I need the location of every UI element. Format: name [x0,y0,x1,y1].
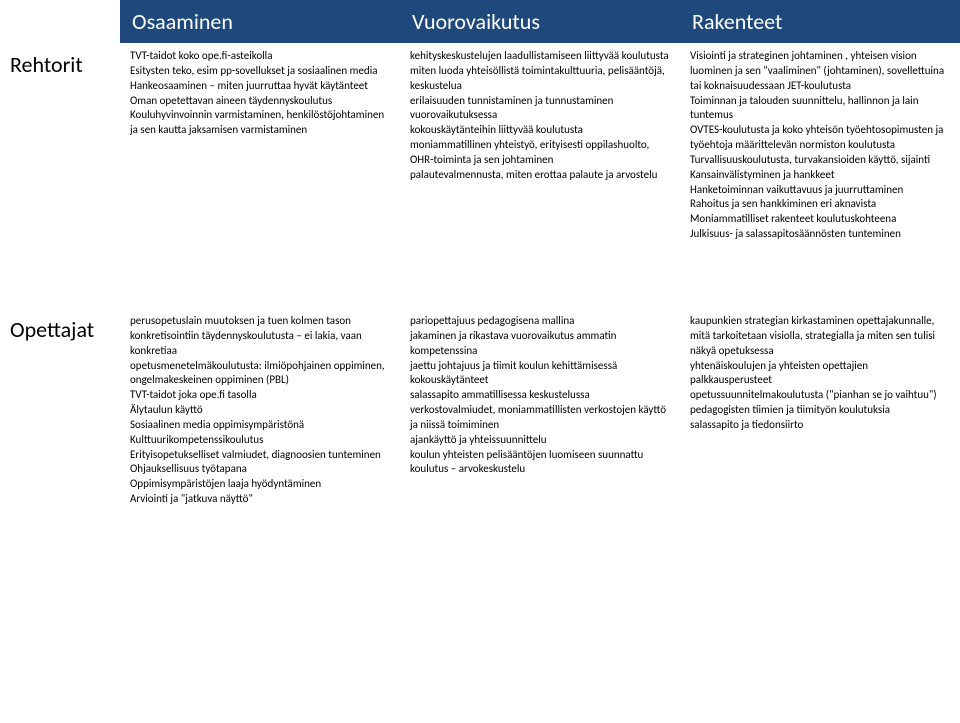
cell-opettajat-osaaminen: perusopetuslain muutoksen ja tuen kolmen… [120,308,400,513]
celltext: Visiointi ja strateginen johtaminen , yh… [690,49,950,242]
row-rehtorit: Rehtorit TVT-taidot koko ope.fi-asteikol… [0,43,960,248]
rowlabel-opettajat: Opettajat [0,308,120,513]
cell-rehtorit-rakenteet: Visiointi ja strateginen johtaminen , yh… [680,43,960,248]
cell-rehtorit-vuorovaikutus: kehityskeskustelujen laadullistamiseen l… [400,43,680,248]
header-empty [0,0,120,43]
celltext: perusopetuslain muutoksen ja tuen kolmen… [130,314,390,507]
header-rakenteet: Rakenteet [680,0,960,43]
row-opettajat: Opettajat perusopetuslain muutoksen ja t… [0,308,960,513]
header-vuorovaikutus: Vuorovaikutus [400,0,680,43]
training-matrix-table: Osaaminen Vuorovaikutus Rakenteet Rehtor… [0,0,960,513]
spacer-row [0,248,960,308]
cell-opettajat-rakenteet: kaupunkien strategian kirkastaminen opet… [680,308,960,513]
cell-opettajat-vuorovaikutus: pariopettajuus pedagogisena mallina jaka… [400,308,680,513]
celltext: kaupunkien strategian kirkastaminen opet… [690,314,950,433]
header-row: Osaaminen Vuorovaikutus Rakenteet [0,0,960,43]
celltext: kehityskeskustelujen laadullistamiseen l… [410,49,670,183]
celltext: TVT-taidot koko ope.fi-asteikolla Esitys… [130,49,390,138]
header-osaaminen: Osaaminen [120,0,400,43]
cell-rehtorit-osaaminen: TVT-taidot koko ope.fi-asteikolla Esitys… [120,43,400,248]
rowlabel-rehtorit: Rehtorit [0,43,120,248]
celltext: pariopettajuus pedagogisena mallina jaka… [410,314,670,477]
